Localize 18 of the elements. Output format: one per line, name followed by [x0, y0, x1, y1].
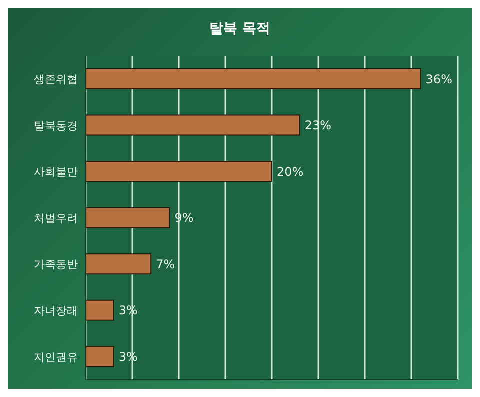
bar	[86, 161, 272, 182]
y-tick-label: 사회불만	[34, 166, 78, 179]
bar	[86, 346, 114, 368]
bar	[86, 68, 422, 90]
y-tick-label: 자녀장래	[34, 304, 78, 318]
y-tick-label: 가족동반	[34, 258, 78, 272]
y-tick-label: 지인권유	[34, 350, 78, 364]
y-tick-label: 탈북동경	[34, 119, 78, 132]
y-tick-label: 처벌우려	[34, 212, 78, 225]
bar	[86, 254, 152, 275]
bar	[86, 207, 170, 228]
bar	[86, 114, 300, 136]
data-label: 7%	[156, 257, 176, 272]
bar	[86, 300, 114, 321]
data-label: 20%	[277, 164, 304, 179]
data-label: 36%	[426, 72, 452, 86]
chart-title: 탈북 목적	[208, 20, 272, 39]
y-tick-label: 생존위협	[34, 73, 78, 86]
